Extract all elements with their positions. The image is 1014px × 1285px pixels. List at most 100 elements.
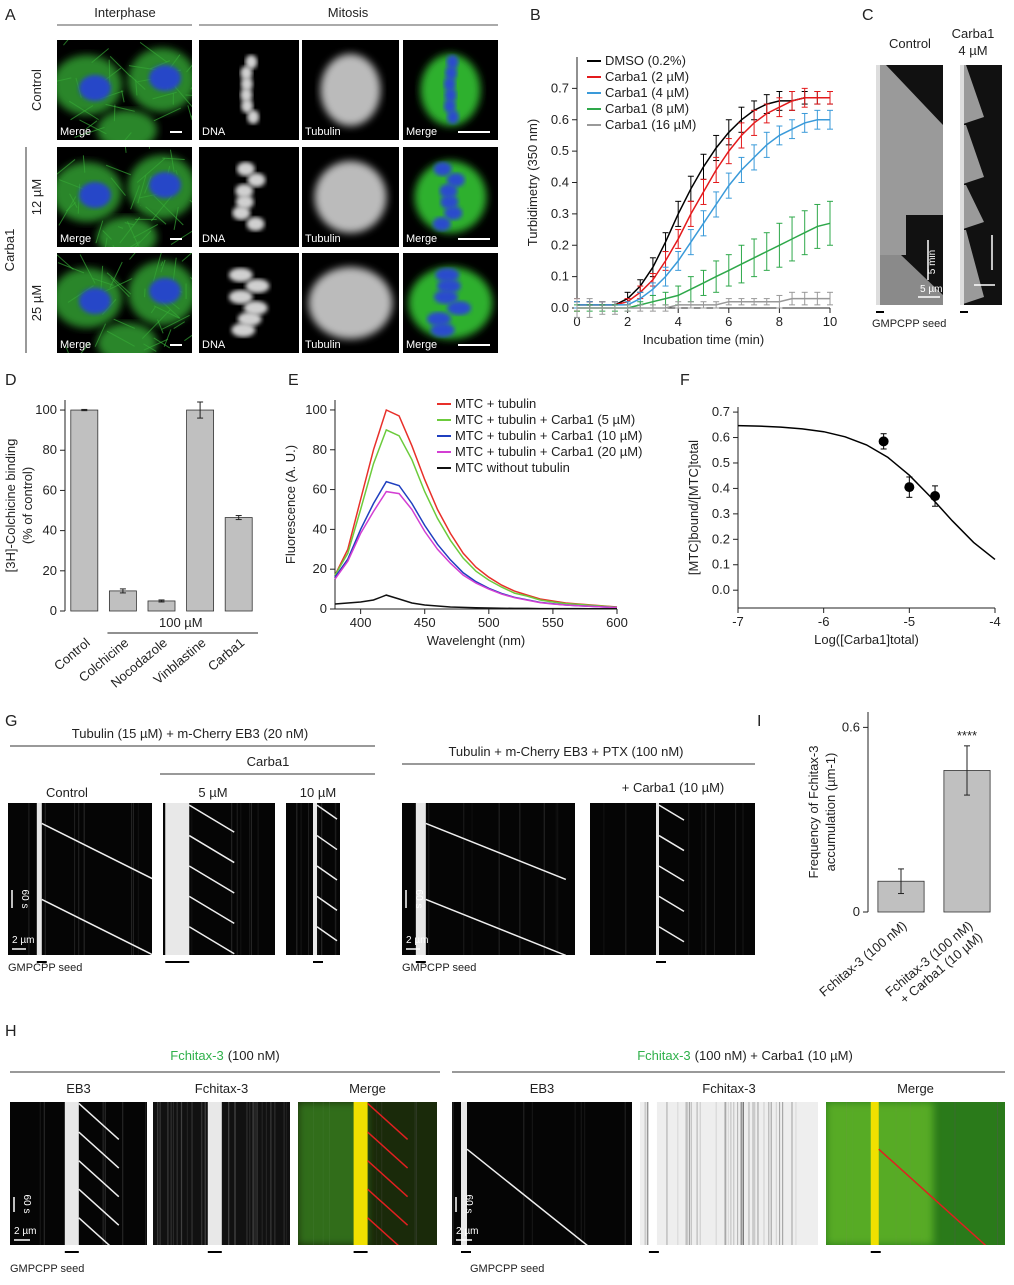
seed — [461, 1102, 467, 1245]
y-tick-label: 0.4 — [712, 480, 730, 495]
image-panel: Merge — [403, 253, 498, 353]
y-axis-label: (% of control) — [20, 467, 35, 544]
channel-label: Fchitax-3 — [195, 1081, 248, 1096]
image-panel: DNA — [199, 253, 299, 353]
column-header: Control — [889, 36, 931, 51]
lattice-signal — [826, 1102, 933, 1245]
panel-letter: F — [680, 372, 690, 389]
chromatin — [431, 323, 455, 337]
channel-label: Merge — [349, 1081, 386, 1096]
column-header: 4 µM — [958, 43, 987, 58]
y-tick-label: 40 — [313, 521, 327, 536]
image-label: Merge — [406, 339, 437, 351]
nucleus — [149, 278, 181, 304]
chromatin — [447, 110, 459, 124]
x-tick-label: -7 — [732, 614, 744, 629]
group-header: Tubulin (15 µM) + m-Cherry EB3 (20 nM) — [72, 726, 308, 741]
nucleus — [149, 172, 181, 198]
spindle — [315, 161, 387, 233]
seed — [960, 65, 964, 305]
seed — [208, 1102, 222, 1245]
y-tick-label: 0.3 — [712, 506, 730, 521]
significance: **** — [957, 728, 977, 743]
y-tick-label: 60 — [313, 482, 327, 497]
scale-label: 60 s — [463, 1195, 474, 1214]
panel-letter: E — [288, 372, 299, 389]
seed-label: GMPCPP seed — [402, 962, 476, 974]
image-label: Tubulin — [305, 339, 341, 351]
scale-label: 2 µm — [14, 1226, 36, 1237]
drug-condition: (100 nM) + Carba1 (10 µM) — [695, 1048, 853, 1063]
y-axis-label: [MTC]bound/[MTC]total — [686, 440, 701, 575]
y-tick-label: 0.0 — [551, 300, 569, 315]
image-panel — [153, 1102, 290, 1245]
y-tick-label: 100 — [305, 402, 327, 417]
y-tick-label: 0.2 — [712, 531, 730, 546]
bar — [187, 410, 214, 611]
scale-label: 2 µm — [406, 935, 428, 946]
legend-label: MTC + tubulin + Carba1 (10 µM) — [455, 428, 642, 443]
panel-letter: C — [862, 7, 874, 24]
data-point — [930, 491, 940, 501]
image-panel: Merge — [44, 237, 210, 363]
image-label: Merge — [60, 339, 91, 351]
chromatin — [229, 268, 253, 282]
image-label: Tubulin — [305, 233, 341, 245]
y-axis-label: accumulation (µm-1) — [823, 753, 838, 872]
bar — [225, 518, 252, 611]
image-panel: Tubulin — [302, 147, 399, 247]
condition-label: 10 µM — [300, 785, 336, 800]
scale-label: 2 µm — [456, 1226, 478, 1237]
chromatin — [444, 206, 462, 220]
nucleus — [149, 65, 181, 91]
image-panel — [640, 1102, 818, 1245]
y-tick-label: 0.7 — [551, 80, 569, 95]
x-tick-label: 10 — [823, 314, 837, 329]
channel-label: Fchitax-3 — [702, 1081, 755, 1096]
x-tick-label: -4 — [989, 614, 1001, 629]
x-tick-label: 6 — [725, 314, 732, 329]
x-tick-label: -5 — [904, 614, 916, 629]
column-header: Carba1 — [952, 26, 995, 41]
chromatin — [247, 110, 259, 124]
seed — [313, 803, 317, 955]
y-tick-label: 100 — [35, 402, 57, 417]
x-tick-label: -6 — [818, 614, 830, 629]
drug-name: Fchitax-3 — [637, 1048, 690, 1063]
y-tick-label: 0.4 — [551, 175, 569, 190]
nucleus — [79, 75, 111, 101]
y-tick-label: 0.1 — [712, 557, 730, 572]
legend-label: MTC + tubulin + Carba1 (20 µM) — [455, 444, 642, 459]
legend-label: MTC + tubulin + Carba1 (5 µM) — [455, 412, 635, 427]
chromatin — [246, 217, 264, 231]
image-label: Merge — [60, 233, 91, 245]
condition-label: + Carba1 (10 µM) — [622, 780, 725, 795]
y-axis-label: Fluorescence (A. U.) — [283, 445, 298, 564]
legend-label: Carba1 (16 µM) — [605, 117, 696, 132]
legend-label: MTC without tubulin — [455, 460, 570, 475]
bar — [148, 601, 175, 611]
legend-label: Carba1 (2 µM) — [605, 69, 689, 84]
y-axis-label: Turbidimetry (350 nm) — [525, 119, 540, 246]
y-tick-label: 40 — [43, 523, 57, 538]
y-tick-label: 0.6 — [712, 430, 730, 445]
panel-letter: H — [5, 1023, 17, 1040]
image-background — [8, 803, 152, 955]
seed — [656, 803, 659, 955]
seed — [65, 1102, 79, 1245]
y-tick-label: 0 — [320, 601, 327, 616]
image-panel — [286, 803, 340, 955]
channel-label: EB3 — [530, 1081, 555, 1096]
image-panel: Merge — [403, 40, 498, 140]
scale-label: 2 µm — [12, 935, 34, 946]
chromatin — [229, 290, 253, 304]
scale-label: 60 s — [413, 890, 424, 909]
image-label: DNA — [202, 339, 226, 351]
y-tick-label: 0.5 — [551, 143, 569, 158]
panel-letter: I — [757, 713, 761, 730]
image-panel: DNA — [199, 40, 299, 140]
drug-name: Fchitax-3 — [170, 1048, 223, 1063]
x-tick-label: 600 — [606, 615, 628, 630]
